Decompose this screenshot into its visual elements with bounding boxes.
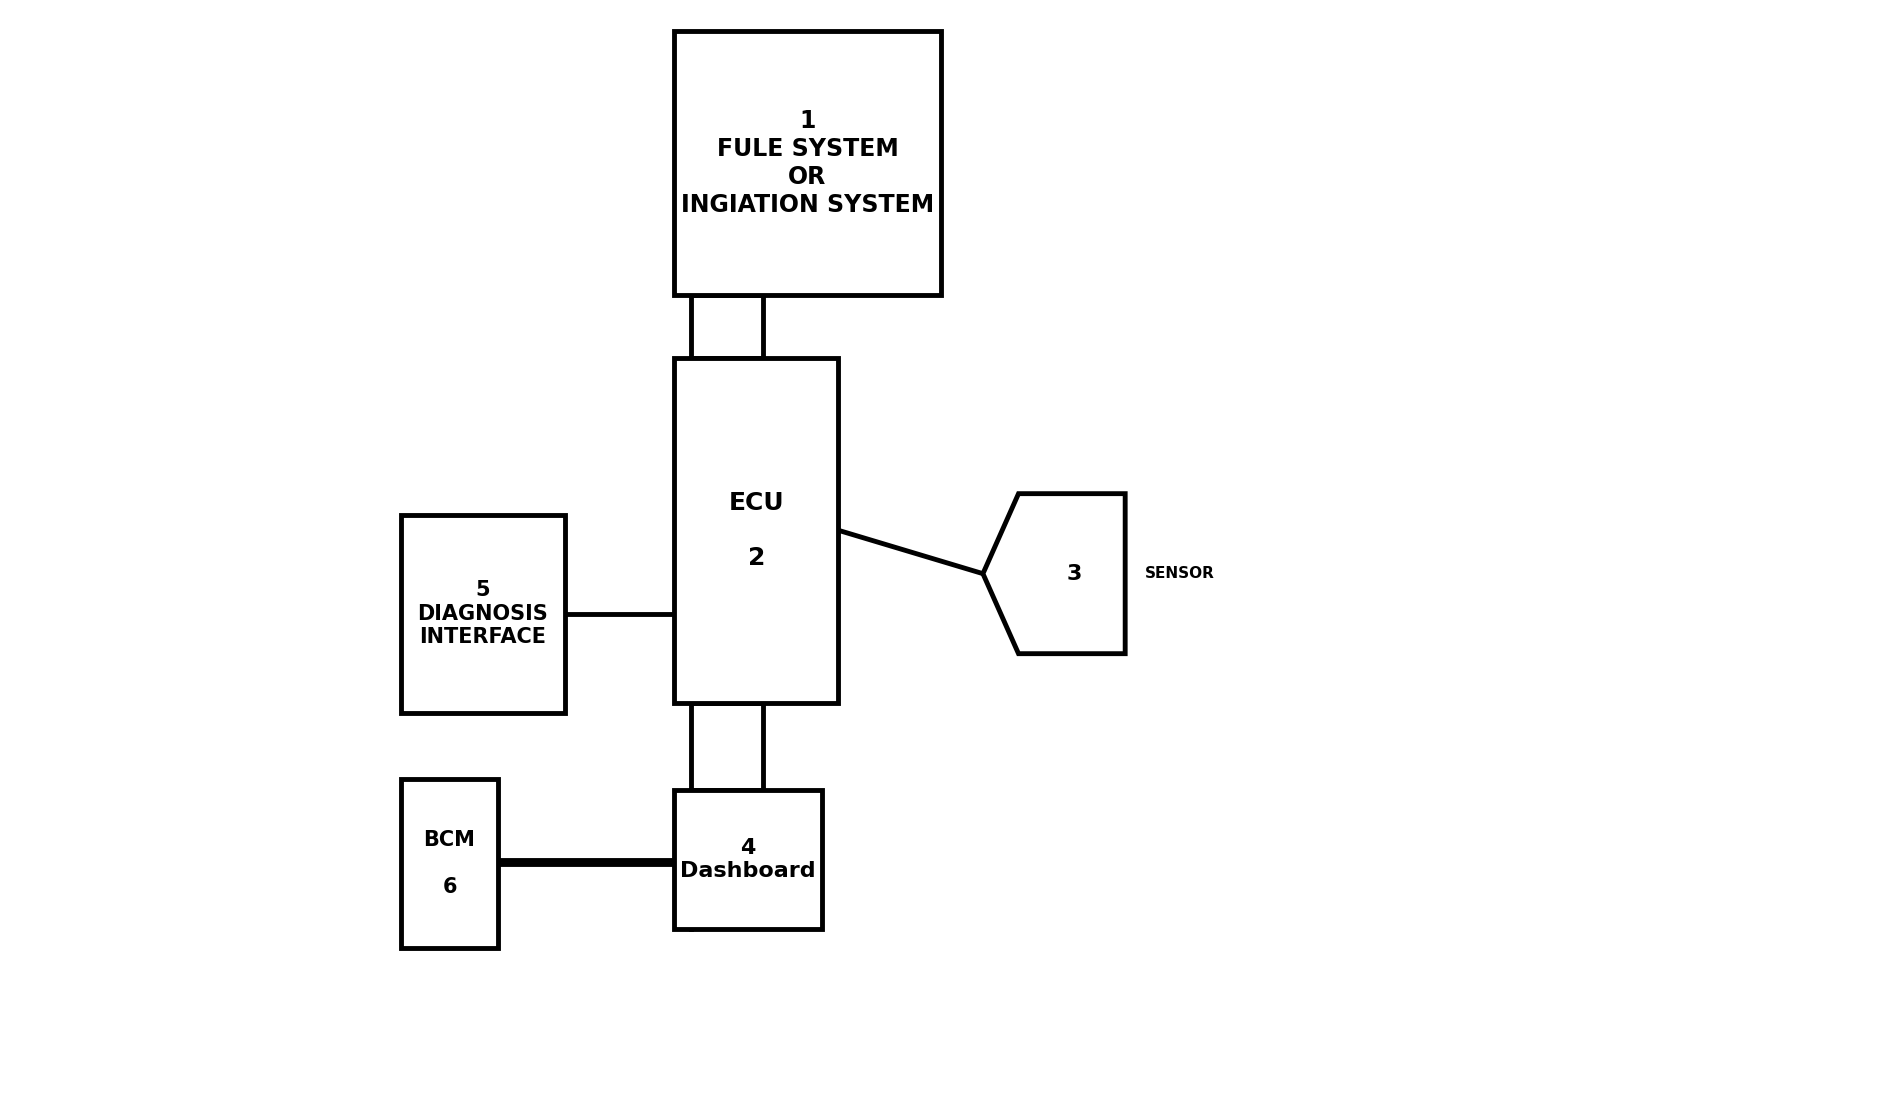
- FancyBboxPatch shape: [400, 515, 565, 713]
- FancyBboxPatch shape: [674, 31, 940, 295]
- FancyBboxPatch shape: [400, 780, 499, 948]
- Text: 1
FULE SYSTEM
OR
INGIATION SYSTEM: 1 FULE SYSTEM OR INGIATION SYSTEM: [681, 109, 935, 217]
- Text: 3: 3: [1066, 564, 1081, 584]
- Text: 5
DIAGNOSIS
INTERFACE: 5 DIAGNOSIS INTERFACE: [417, 580, 548, 647]
- FancyBboxPatch shape: [674, 790, 822, 929]
- Text: 4
Dashboard: 4 Dashboard: [679, 838, 816, 881]
- FancyBboxPatch shape: [674, 358, 839, 703]
- Text: ECU

2: ECU 2: [728, 490, 785, 570]
- Text: SENSOR: SENSOR: [1145, 566, 1214, 582]
- Polygon shape: [984, 494, 1124, 654]
- Text: BCM

6: BCM 6: [424, 831, 475, 897]
